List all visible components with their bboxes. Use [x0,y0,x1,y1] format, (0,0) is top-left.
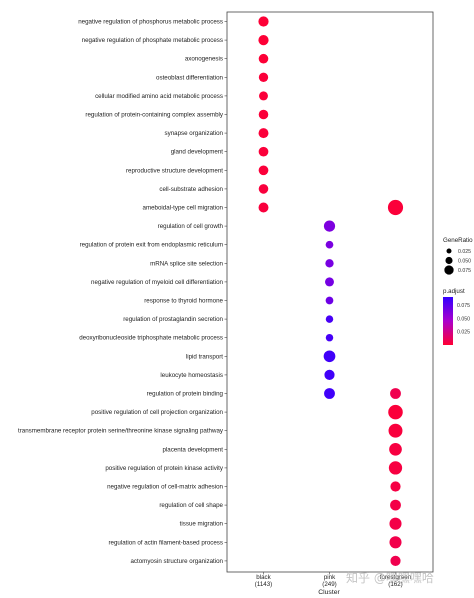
y-tick-label: regulation of cell shape [159,502,223,509]
x-tick-label: black [256,574,271,581]
data-point [389,517,402,530]
data-point [258,165,269,176]
data-point [258,53,269,64]
color-legend-title: p.adjust [443,288,465,295]
color-legend-label: 0.025 [457,330,470,336]
y-tick-label: positive regulation of cell projection o… [91,409,223,416]
x-tick-label: forestgreen [380,574,412,581]
y-tick-label: negative regulation of myeloid cell diff… [91,279,224,286]
data-point [258,184,269,194]
y-tick-label: cell-substrate adhesion [159,186,223,193]
size-legend-key [444,265,454,275]
data-point [325,296,334,305]
size-legend-key [446,248,452,254]
color-legend: p.adjust 0.075 0.050 0.025 [443,288,470,345]
color-legend-label: 0.075 [457,303,470,309]
data-point [325,333,334,342]
y-tick-label: reproductive structure development [126,167,223,174]
y-tick-label: leukocyte homeostasis [160,372,223,379]
size-legend-title: GeneRatio [443,237,473,244]
y-tick-label: axonogenesis [185,56,223,63]
data-point [390,481,401,492]
data-point [258,16,269,27]
data-point [390,555,401,567]
y-tick-label: synapse organization [165,130,224,137]
data-point [388,404,403,420]
y-tick-label: regulation of cell growth [158,223,224,230]
data-point [324,369,335,380]
data-point [258,109,269,120]
y-tick-label: mRNA splice site selection [150,260,223,267]
data-point [388,423,403,438]
y-tick-label: negative regulation of phosphorus metabo… [78,19,223,26]
size-legend: GeneRatio 0.025 0.050 0.075 [443,237,473,275]
size-legend-key [445,256,453,265]
data-point [323,220,336,232]
y-tick-label: negative regulation of cell-matrix adhes… [107,484,223,491]
y-tick-label: positive regulation of protein kinase ac… [105,465,224,472]
data-point [325,277,334,287]
data-point [324,388,335,399]
data-point [389,442,402,456]
y-tick-label: ameboidal-type cell migration [143,205,224,212]
y-axis-labels: negative regulation of phosphorus metabo… [18,19,224,565]
watermark: 知乎 @嘿嘿嘿哈 [346,571,434,585]
y-tick-label: tissue migration [180,521,224,528]
x-axis-labels: black(1143) pink(249) forestgreen(162) [255,572,412,588]
data-points [258,16,404,567]
data-point [258,72,269,82]
data-point [259,91,268,101]
x-tick-count: (162) [388,581,402,588]
y-tick-label: regulation of protein exit from endoplas… [80,242,223,249]
data-point [258,35,269,46]
y-tick-label: negative regulation of phosphate metabol… [82,37,223,44]
data-point [258,128,269,139]
y-tick-label: regulation of protein binding [147,391,224,398]
data-point [258,202,269,213]
y-tick-label: gland development [171,149,224,156]
y-tick-label: actomyosin structure organization [130,558,223,565]
data-point [325,315,334,323]
y-tick-label: regulation of actin filament-based proce… [108,539,223,546]
y-tick-label: regulation of prostaglandin secretion [123,316,223,323]
y-tick-label: cellular modified amino acid metabolic p… [95,93,223,100]
size-legend-label: 0.050 [458,259,471,265]
size-legend-label: 0.025 [458,249,471,255]
x-axis-title: Cluster [318,589,340,596]
y-tick-label: placenta development [162,446,223,453]
x-tick-count: (1143) [255,581,272,588]
y-tick-label: regulation of protein-containing complex… [85,112,223,119]
y-tick-label: osteoblast differentiation [156,74,224,81]
data-point [323,350,336,363]
data-point [390,499,401,511]
y-tick-label: transmembrane receptor protein serine/th… [18,428,224,435]
size-legend-label: 0.075 [458,268,471,274]
data-point [389,536,402,549]
color-legend-bar [443,297,453,345]
x-tick-label: pink [324,574,336,581]
data-point [325,240,334,249]
y-axis-ticks [224,21,227,562]
data-point [258,146,269,157]
y-tick-label: lipid transport [186,353,223,360]
y-tick-label: deoxyribonucleoside triphosphate metabol… [79,335,223,342]
x-tick-count: (249) [322,581,336,588]
data-point [325,259,334,268]
y-tick-label: response to thyroid hormone [144,298,223,305]
data-point [390,388,401,399]
plot-panel [226,11,434,573]
data-point [388,461,403,475]
color-legend-label: 0.050 [457,316,470,322]
data-point [387,199,404,216]
